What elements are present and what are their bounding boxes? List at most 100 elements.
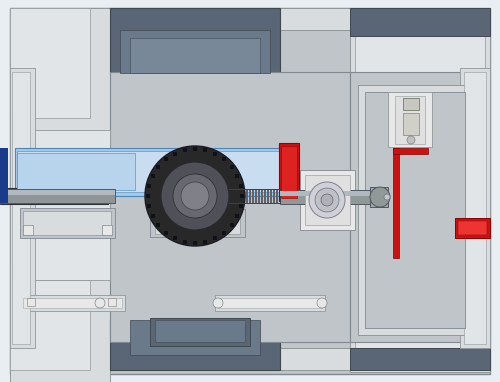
Bar <box>51 188 53 204</box>
Bar <box>12 188 14 204</box>
Circle shape <box>213 298 223 308</box>
Bar <box>110 8 280 73</box>
Bar <box>110 320 280 370</box>
Bar <box>230 223 234 227</box>
Bar <box>246 189 248 203</box>
Bar <box>39 188 41 204</box>
Bar <box>10 270 110 382</box>
Bar <box>305 175 350 225</box>
Bar <box>258 189 260 203</box>
Bar <box>193 241 197 245</box>
Bar <box>36 188 38 204</box>
Bar <box>164 157 168 161</box>
Bar <box>42 188 44 204</box>
Bar <box>155 320 245 342</box>
Bar <box>210 189 212 203</box>
Circle shape <box>145 146 245 246</box>
Bar <box>280 190 375 204</box>
Bar <box>102 188 104 204</box>
Bar <box>219 189 221 203</box>
Bar <box>393 148 399 258</box>
Bar <box>222 189 224 203</box>
Bar <box>150 173 154 178</box>
Bar <box>90 188 92 204</box>
Circle shape <box>315 188 339 212</box>
Bar <box>146 194 150 198</box>
Bar <box>182 148 186 152</box>
Bar <box>30 188 32 204</box>
Bar <box>12 130 110 280</box>
Bar <box>102 225 112 235</box>
Bar <box>0 188 108 204</box>
Bar <box>204 240 208 244</box>
Bar <box>10 68 35 348</box>
Bar <box>10 348 490 370</box>
Bar <box>69 188 71 204</box>
Bar <box>403 98 419 110</box>
Bar <box>72 188 74 204</box>
Bar <box>156 223 160 227</box>
Bar <box>276 189 278 203</box>
Bar <box>84 188 86 204</box>
Circle shape <box>161 162 229 230</box>
Bar <box>17 151 282 192</box>
Bar <box>249 189 251 203</box>
Bar <box>63 188 65 204</box>
Bar <box>388 92 432 147</box>
Bar <box>279 143 299 201</box>
Bar <box>20 295 125 311</box>
Bar <box>460 68 490 348</box>
Bar <box>23 298 122 308</box>
Bar <box>66 188 68 204</box>
Bar <box>20 208 115 238</box>
Bar <box>120 30 270 73</box>
Bar <box>270 189 272 203</box>
Bar <box>15 188 17 204</box>
Bar <box>48 188 50 204</box>
Bar <box>12 72 30 344</box>
Bar <box>155 212 240 234</box>
Bar <box>214 152 218 155</box>
Bar <box>350 8 490 36</box>
Bar <box>164 231 168 235</box>
Bar <box>75 188 77 204</box>
Bar <box>214 236 218 240</box>
Bar <box>240 189 242 203</box>
Bar <box>150 209 245 237</box>
Bar <box>207 189 209 203</box>
Bar <box>9 188 11 204</box>
Bar <box>96 188 98 204</box>
Bar <box>222 157 226 161</box>
Bar <box>130 320 260 355</box>
Bar <box>355 8 485 108</box>
Bar <box>216 189 218 203</box>
Bar <box>393 148 428 154</box>
Circle shape <box>95 298 105 308</box>
Bar <box>45 188 47 204</box>
Bar <box>147 204 151 209</box>
Circle shape <box>407 136 415 144</box>
Bar <box>0 190 115 195</box>
Bar <box>0 189 115 203</box>
Bar <box>24 188 26 204</box>
Bar <box>15 148 285 196</box>
Bar <box>365 92 465 328</box>
Bar <box>230 165 234 169</box>
Bar <box>23 225 33 235</box>
Bar <box>239 204 243 209</box>
Bar <box>99 188 101 204</box>
Bar <box>182 240 186 244</box>
Bar <box>234 189 236 203</box>
Bar <box>87 188 89 204</box>
Bar <box>255 189 257 203</box>
Bar <box>370 187 388 207</box>
Bar <box>10 8 490 30</box>
Bar <box>225 189 227 203</box>
Bar <box>108 188 110 204</box>
Bar <box>81 188 83 204</box>
Bar <box>198 189 200 203</box>
Bar <box>237 189 239 203</box>
Bar <box>60 188 62 204</box>
Bar <box>21 188 23 204</box>
Bar <box>27 188 29 204</box>
